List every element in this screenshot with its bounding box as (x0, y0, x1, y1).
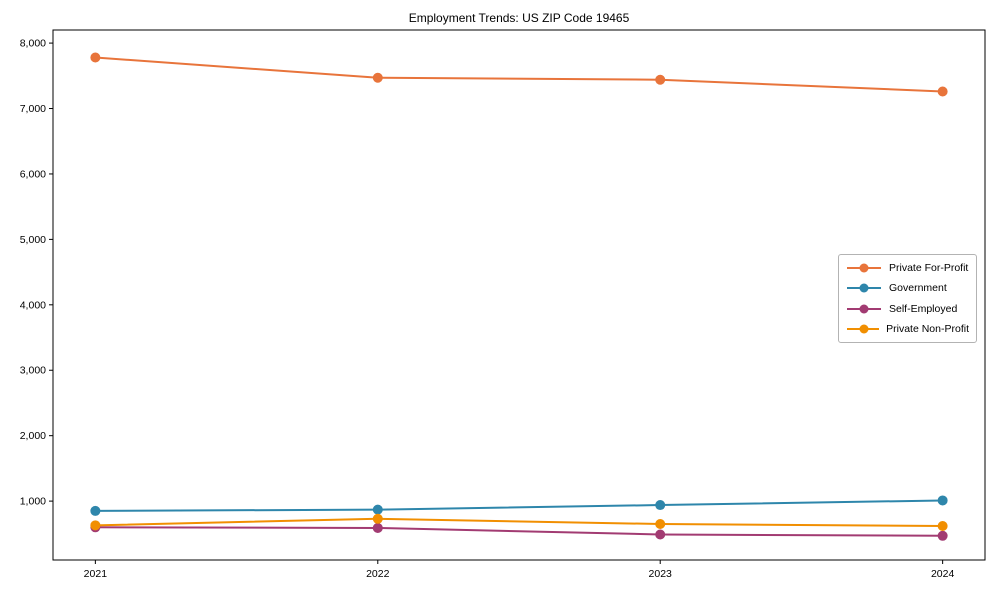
series-line-private-non-profit (95, 517, 943, 527)
data-point-government-2021 (90, 505, 101, 516)
series-line-government (95, 499, 943, 512)
data-point-private-for-profit-2022 (372, 72, 383, 83)
legend: Private For-Profit Government Self-Employe… (838, 254, 977, 343)
y-axis-tick-label: 6,000 (20, 168, 46, 180)
y-axis-tick-label: 7,000 (20, 103, 46, 115)
chart-title: Employment Trends: US ZIP Code 19465 (408, 11, 630, 25)
x-axis-tick-label: 2021 (84, 568, 108, 580)
legend-label-government: Government (889, 282, 947, 295)
data-point-government-2022 (372, 504, 383, 515)
y-axis-tick-label: 4,000 (20, 299, 46, 311)
data-point-private-non-profit-2023 (655, 519, 666, 530)
data-point-self-employed-2023 (655, 529, 666, 540)
series-line-self-employed (95, 526, 943, 537)
legend-marker-private-non-profit (847, 324, 880, 334)
y-axis-tick-label: 8,000 (20, 38, 46, 50)
legend-item-private-for-profit: Private For-Profit (846, 262, 969, 274)
x-axis-tick-label: 2024 (931, 568, 955, 580)
legend-label-private-non-profit: Private Non-Profit (886, 322, 969, 335)
y-axis-tick-label: 5,000 (20, 234, 46, 246)
data-point-private-non-profit-2021 (90, 520, 101, 531)
x-axis-tick-label: 2022 (366, 568, 390, 580)
data-point-private-non-profit-2022 (372, 513, 383, 524)
data-point-self-employed-2024 (937, 530, 948, 541)
data-point-private-for-profit-2024 (937, 86, 948, 97)
legend-item-private-non-profit: Private Non-Profit (846, 323, 969, 335)
data-point-private-for-profit-2021 (90, 52, 101, 63)
legend-item-government: Government (846, 282, 969, 294)
y-axis-tick-label: 1,000 (20, 496, 46, 508)
legend-label-private-for-profit: Private For-Profit (889, 262, 969, 275)
legend-label-self-employed: Self-Employed (889, 302, 958, 315)
data-point-private-for-profit-2023 (655, 74, 666, 85)
data-point-government-2024 (937, 495, 948, 506)
data-point-government-2023 (655, 500, 666, 511)
legend-marker-government (847, 283, 881, 293)
legend-item-self-employed: Self-Employed (846, 303, 969, 315)
y-axis-tick-label: 3,000 (20, 365, 46, 377)
data-point-self-employed-2022 (372, 522, 383, 533)
data-point-private-non-profit-2024 (937, 520, 948, 531)
legend-marker-private-for-profit (847, 263, 881, 273)
series-line-private-for-profit (95, 56, 943, 93)
axes-frame (52, 29, 986, 561)
y-axis-tick-label: 2,000 (20, 430, 46, 442)
x-axis-tick-label: 2023 (649, 568, 673, 580)
legend-marker-self-employed (847, 304, 881, 314)
